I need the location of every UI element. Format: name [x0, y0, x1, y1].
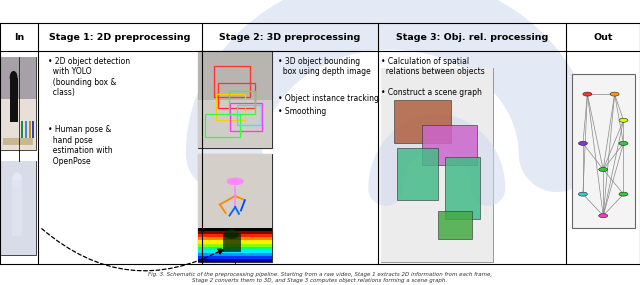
- Bar: [214, 66, 250, 97]
- Bar: [12, 180, 22, 236]
- Circle shape: [579, 192, 588, 196]
- Text: In: In: [14, 32, 24, 42]
- Bar: [198, 234, 272, 237]
- Bar: [1, 99, 36, 150]
- Circle shape: [610, 92, 619, 96]
- Bar: [230, 103, 262, 131]
- Circle shape: [579, 141, 588, 145]
- Bar: [198, 231, 272, 234]
- Bar: [572, 74, 635, 228]
- Bar: [205, 114, 240, 137]
- Bar: [198, 154, 272, 247]
- Bar: [198, 154, 272, 247]
- Circle shape: [227, 178, 244, 185]
- Text: Fig. 3. Schematic of the preprocessing pipeline. Starting from a raw video, Stag: Fig. 3. Schematic of the preprocessing p…: [148, 272, 492, 283]
- Bar: [218, 83, 255, 108]
- Bar: [1, 161, 36, 255]
- Circle shape: [619, 118, 628, 122]
- Bar: [198, 51, 272, 100]
- Bar: [198, 249, 272, 253]
- Text: Out: Out: [593, 32, 613, 42]
- Circle shape: [619, 141, 628, 145]
- Circle shape: [583, 92, 592, 96]
- Text: • Construct a scene graph: • Construct a scene graph: [381, 88, 482, 97]
- Text: • 2D object detection
  with YOLO
  (bounding box &
  class): • 2D object detection with YOLO (boundin…: [48, 57, 130, 97]
- Bar: [198, 240, 272, 244]
- Text: • Object instance tracking: • Object instance tracking: [278, 94, 380, 103]
- Bar: [1, 57, 36, 150]
- Bar: [198, 237, 272, 241]
- Ellipse shape: [224, 229, 239, 239]
- Bar: [198, 246, 272, 250]
- Bar: [198, 228, 272, 231]
- Bar: [397, 148, 438, 200]
- Bar: [198, 228, 272, 262]
- Text: • 3D object bounding
  box using depth image: • 3D object bounding box using depth ima…: [278, 57, 371, 76]
- Bar: [25, 121, 28, 138]
- Bar: [198, 51, 272, 148]
- Text: Stage 3: Obj. rel. processing: Stage 3: Obj. rel. processing: [396, 32, 548, 42]
- Circle shape: [599, 214, 608, 218]
- Bar: [198, 259, 272, 262]
- Bar: [229, 91, 255, 114]
- Bar: [394, 100, 451, 142]
- Bar: [3, 138, 33, 145]
- Bar: [20, 121, 23, 138]
- Bar: [381, 68, 493, 262]
- Text: • Calculation of spatial
  relations between objects: • Calculation of spatial relations betwe…: [381, 57, 484, 76]
- Bar: [438, 211, 472, 239]
- Bar: [223, 233, 241, 252]
- Circle shape: [619, 192, 628, 196]
- Bar: [32, 121, 35, 138]
- Text: Stage 1: 2D preprocessing: Stage 1: 2D preprocessing: [49, 32, 191, 42]
- Bar: [381, 68, 493, 262]
- Bar: [1, 57, 36, 99]
- Bar: [1, 161, 36, 255]
- Bar: [237, 105, 261, 125]
- Text: Stage 2: 3D preprocessing: Stage 2: 3D preprocessing: [219, 32, 360, 42]
- Bar: [422, 125, 477, 165]
- Circle shape: [599, 168, 608, 172]
- Bar: [198, 100, 272, 148]
- Bar: [29, 121, 31, 138]
- Bar: [198, 243, 272, 247]
- Bar: [445, 157, 480, 219]
- Bar: [198, 253, 272, 256]
- Ellipse shape: [10, 71, 17, 84]
- Bar: [10, 78, 18, 122]
- Bar: [198, 256, 272, 259]
- Text: • Human pose &
  hand pose
  estimation with
  OpenPose: • Human pose & hand pose estimation with…: [48, 125, 113, 166]
- Bar: [216, 94, 245, 120]
- Text: • Smoothing: • Smoothing: [278, 107, 326, 116]
- Ellipse shape: [12, 172, 22, 187]
